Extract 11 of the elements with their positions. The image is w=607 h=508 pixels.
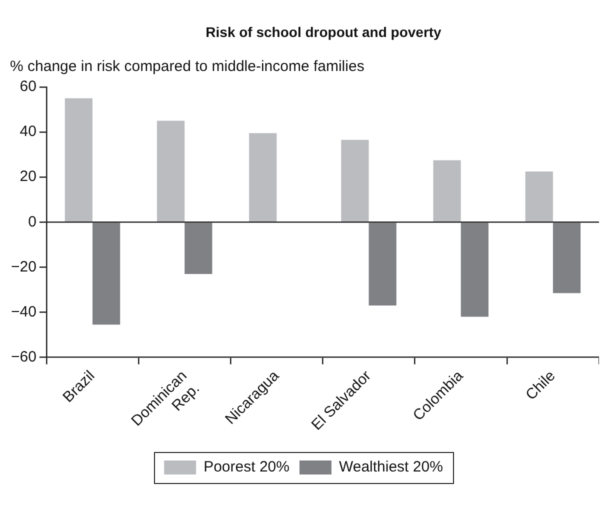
chart-title: Risk of school dropout and poverty: [204, 24, 442, 40]
y-tick-label: 0: [28, 213, 36, 230]
legend-label: Wealthiest 20%: [338, 458, 443, 476]
y-axis-title: % change in risk compared to middle-income families: [10, 58, 366, 75]
y-tick-label: −20: [10, 258, 36, 276]
y-tick-label: −60: [10, 348, 36, 366]
y-tick-label: −40: [10, 303, 36, 320]
y-tick-label: 40: [20, 123, 36, 140]
y-tick-label: 20: [20, 168, 36, 186]
y-tick-label: 60: [20, 78, 36, 96]
legend-label: Poorest 20%: [204, 458, 290, 476]
